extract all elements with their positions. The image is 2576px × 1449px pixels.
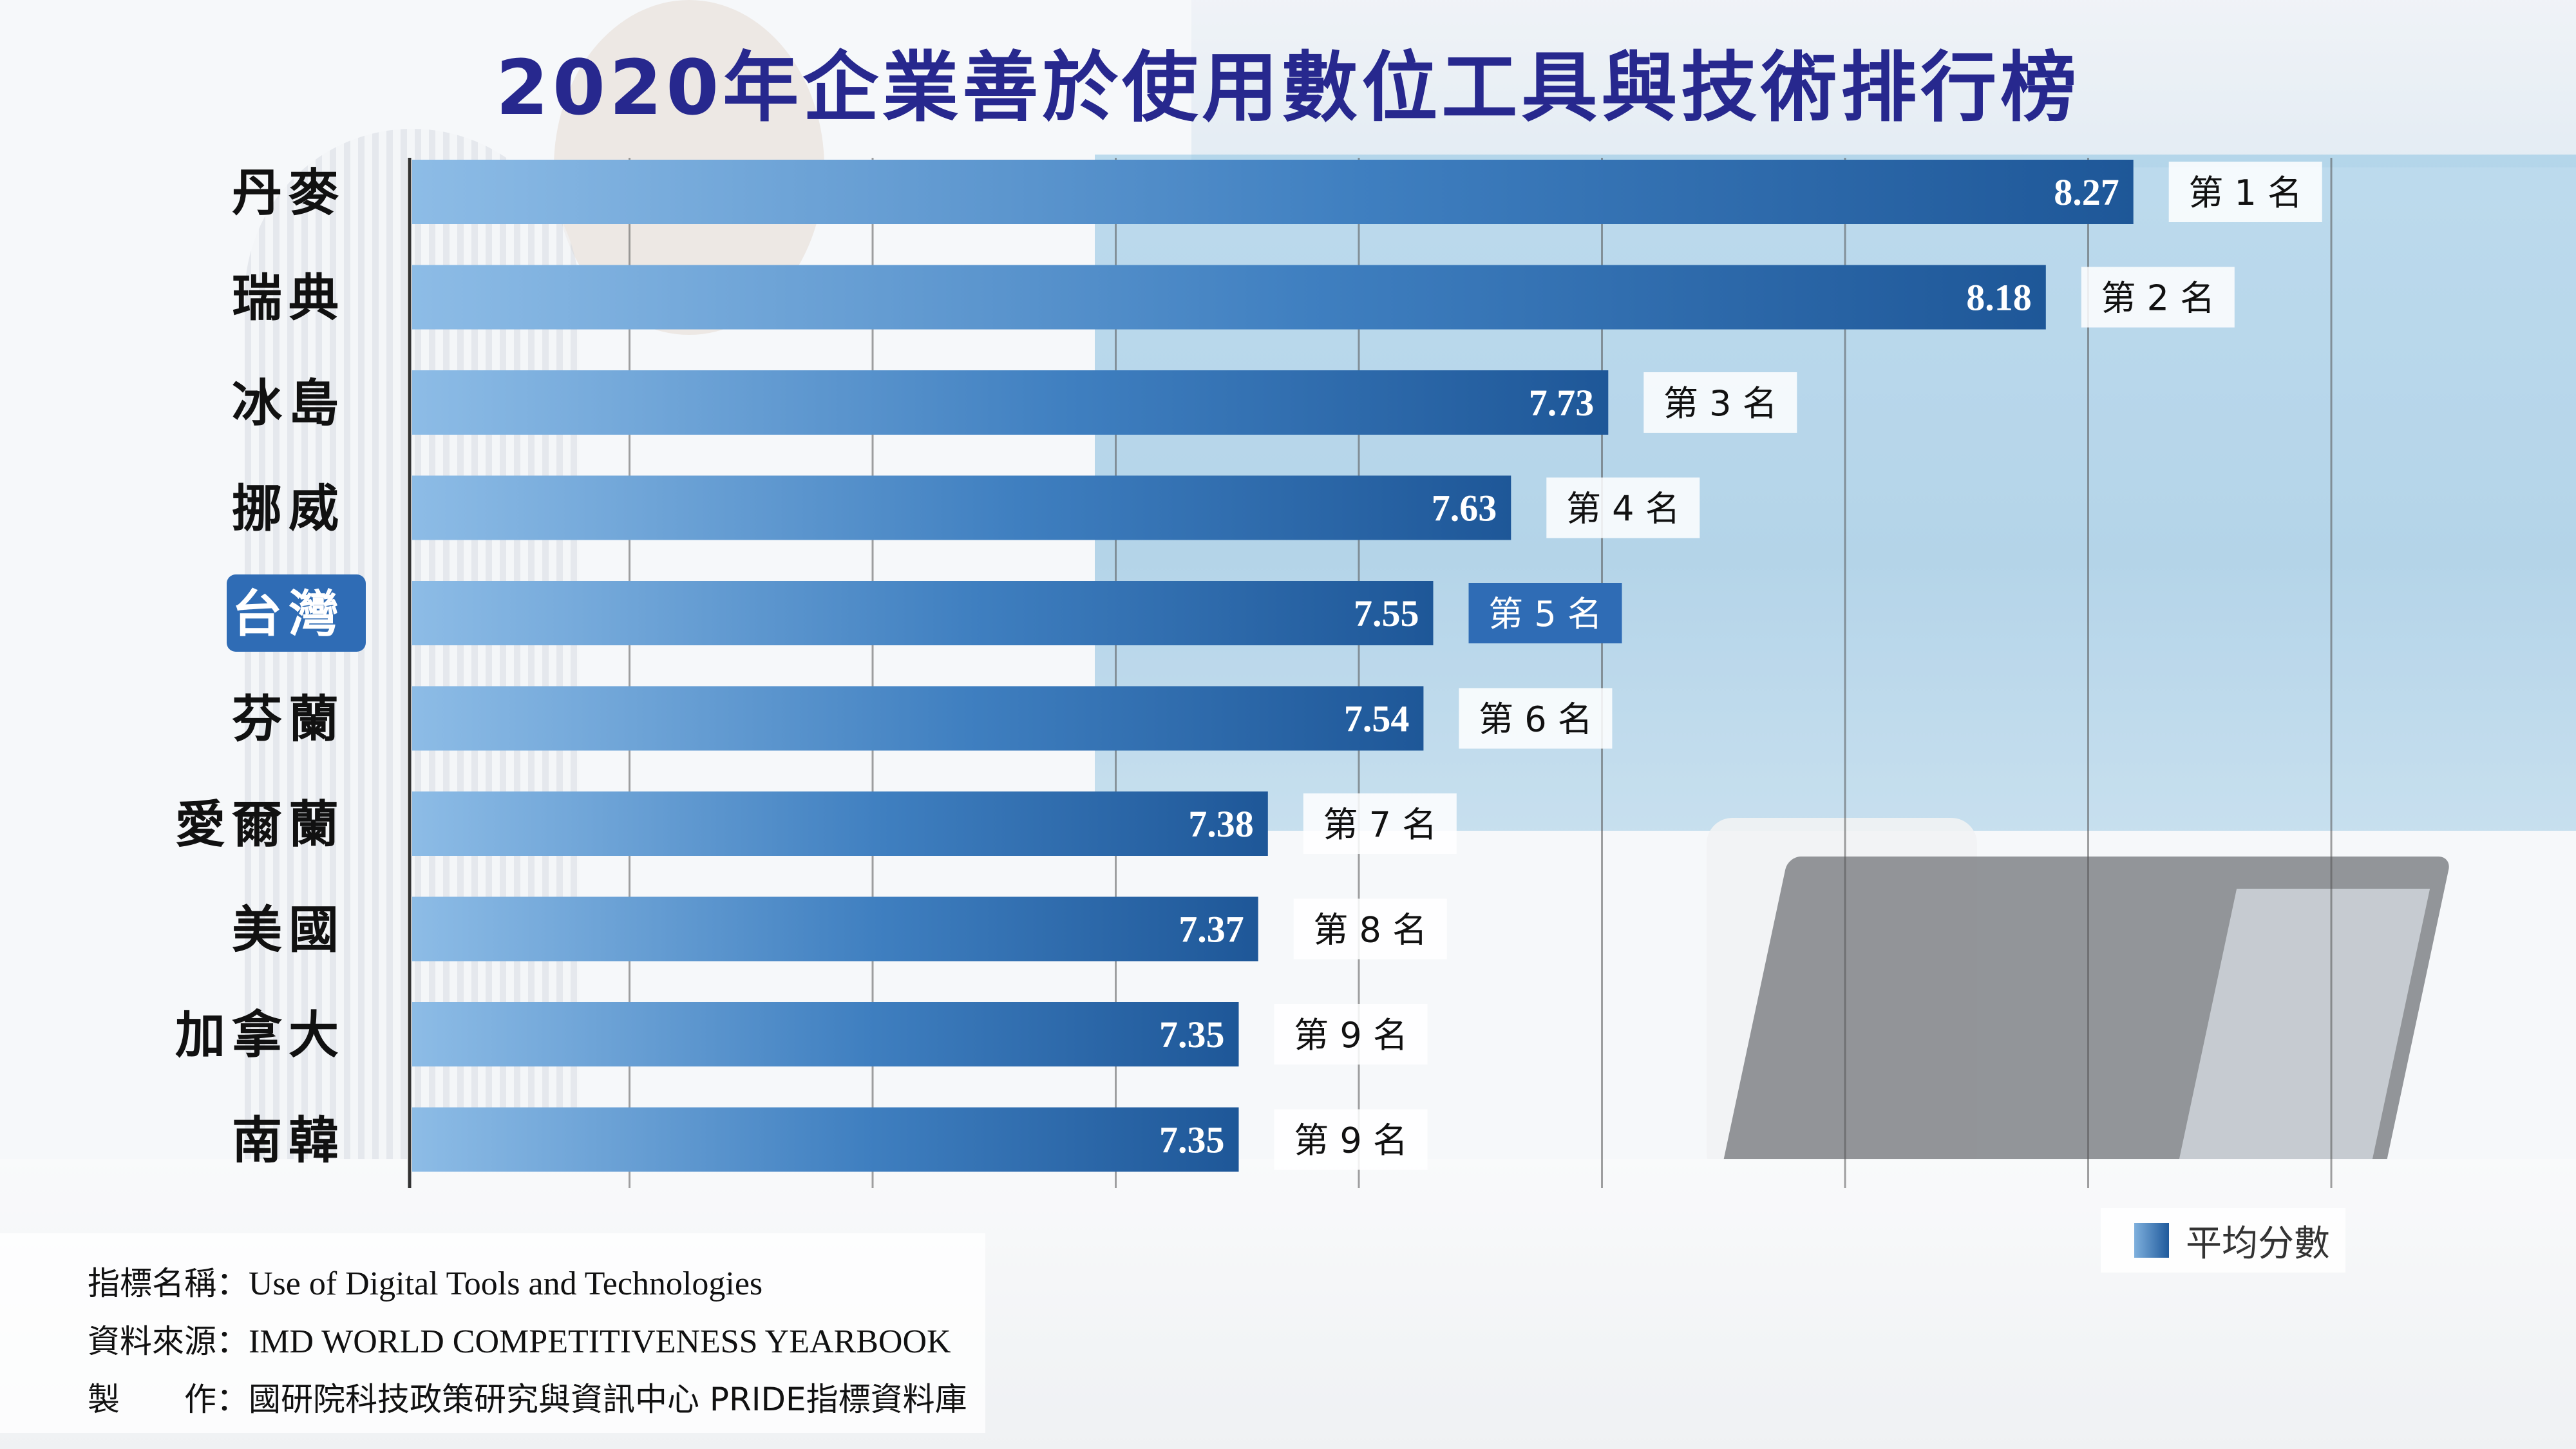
bar xyxy=(412,896,1258,961)
value-label: 7.35 xyxy=(1159,1119,1225,1161)
bar xyxy=(412,791,1268,856)
category-label: 南韓 xyxy=(232,1112,345,1170)
rank-box xyxy=(1459,688,1613,749)
rank-label: 第 3 名 xyxy=(1663,383,1777,424)
indicator-note: 指標名稱：Use of Digital Tools and Technologi… xyxy=(88,1258,762,1304)
rank-label: 第 7 名 xyxy=(1323,804,1437,845)
value-label: 7.54 xyxy=(1344,698,1410,740)
rank-box xyxy=(1546,477,1700,538)
category-label: 丹麥 xyxy=(232,164,345,222)
category-label: 芬蘭 xyxy=(232,691,345,749)
legend-swatch xyxy=(2134,1223,2169,1258)
bar xyxy=(412,160,2134,224)
bar xyxy=(412,475,1511,540)
rank-label: 第 9 名 xyxy=(1294,1015,1408,1056)
rank-box xyxy=(1643,372,1797,433)
value-label: 7.73 xyxy=(1529,382,1595,424)
producer-note: 製 作：國研院科技政策研究與資訊中心 PRIDE指標資料庫 xyxy=(88,1374,967,1420)
bar xyxy=(412,265,2046,330)
category-label: 美國 xyxy=(232,902,345,960)
value-label: 7.55 xyxy=(1354,592,1419,634)
source-value: IMD WORLD COMPETITIVENESS YEARBOOK xyxy=(249,1323,951,1360)
value-label: 7.35 xyxy=(1159,1014,1225,1056)
indicator-value: Use of Digital Tools and Technologies xyxy=(249,1265,763,1302)
value-label: 7.37 xyxy=(1179,909,1244,951)
bar xyxy=(412,1107,1239,1172)
chart-title: 2020年企業善於使用數位工具與技術排行榜 xyxy=(495,43,2081,132)
source-label: 資料來源： xyxy=(88,1323,249,1360)
rank-label: 第 8 名 xyxy=(1313,910,1427,951)
category-label: 加拿大 xyxy=(175,1007,345,1065)
value-label: 8.18 xyxy=(1966,277,2032,319)
rank-box xyxy=(1303,793,1457,854)
highlight-box xyxy=(227,574,366,652)
bar xyxy=(412,581,1434,645)
rank-box xyxy=(1468,583,1622,643)
category-label: 台灣 xyxy=(232,585,345,643)
rank-box xyxy=(1293,898,1447,960)
category-label: 愛爾蘭 xyxy=(175,796,345,854)
footer-notes: 指標名稱：Use of Digital Tools and Technologi… xyxy=(0,1233,985,1433)
rank-box xyxy=(2081,267,2235,328)
rank-box xyxy=(2168,162,2322,222)
category-label: 挪威 xyxy=(232,480,345,538)
legend-label: 平均分數 xyxy=(2186,1222,2330,1265)
bar xyxy=(412,1002,1239,1066)
value-label: 7.63 xyxy=(1432,488,1497,529)
rank-box xyxy=(1274,1109,1428,1170)
legend: 平均分數 xyxy=(2101,1208,2345,1273)
rank-label: 第 9 名 xyxy=(1294,1121,1408,1161)
rank-label: 第 1 名 xyxy=(2188,173,2302,213)
category-label: 冰島 xyxy=(232,375,345,433)
indicator-label: 指標名稱： xyxy=(88,1265,249,1302)
value-label: 7.38 xyxy=(1188,803,1254,845)
value-label: 8.27 xyxy=(2054,171,2119,213)
rank-label: 第 6 名 xyxy=(1479,699,1593,740)
category-label: 瑞典 xyxy=(232,270,345,328)
producer-label: 製 作： xyxy=(88,1381,249,1418)
source-note: 資料來源：IMD WORLD COMPETITIVENESS YEARBOOK xyxy=(88,1316,951,1362)
bar xyxy=(412,370,1609,435)
rank-label: 第 2 名 xyxy=(2101,278,2215,319)
rank-box xyxy=(1274,1004,1428,1065)
rank-label: 第 5 名 xyxy=(1488,594,1602,634)
bar xyxy=(412,686,1424,751)
rank-label: 第 4 名 xyxy=(1566,489,1680,529)
producer-value: 國研院科技政策研究與資訊中心 PRIDE指標資料庫 xyxy=(249,1381,967,1418)
